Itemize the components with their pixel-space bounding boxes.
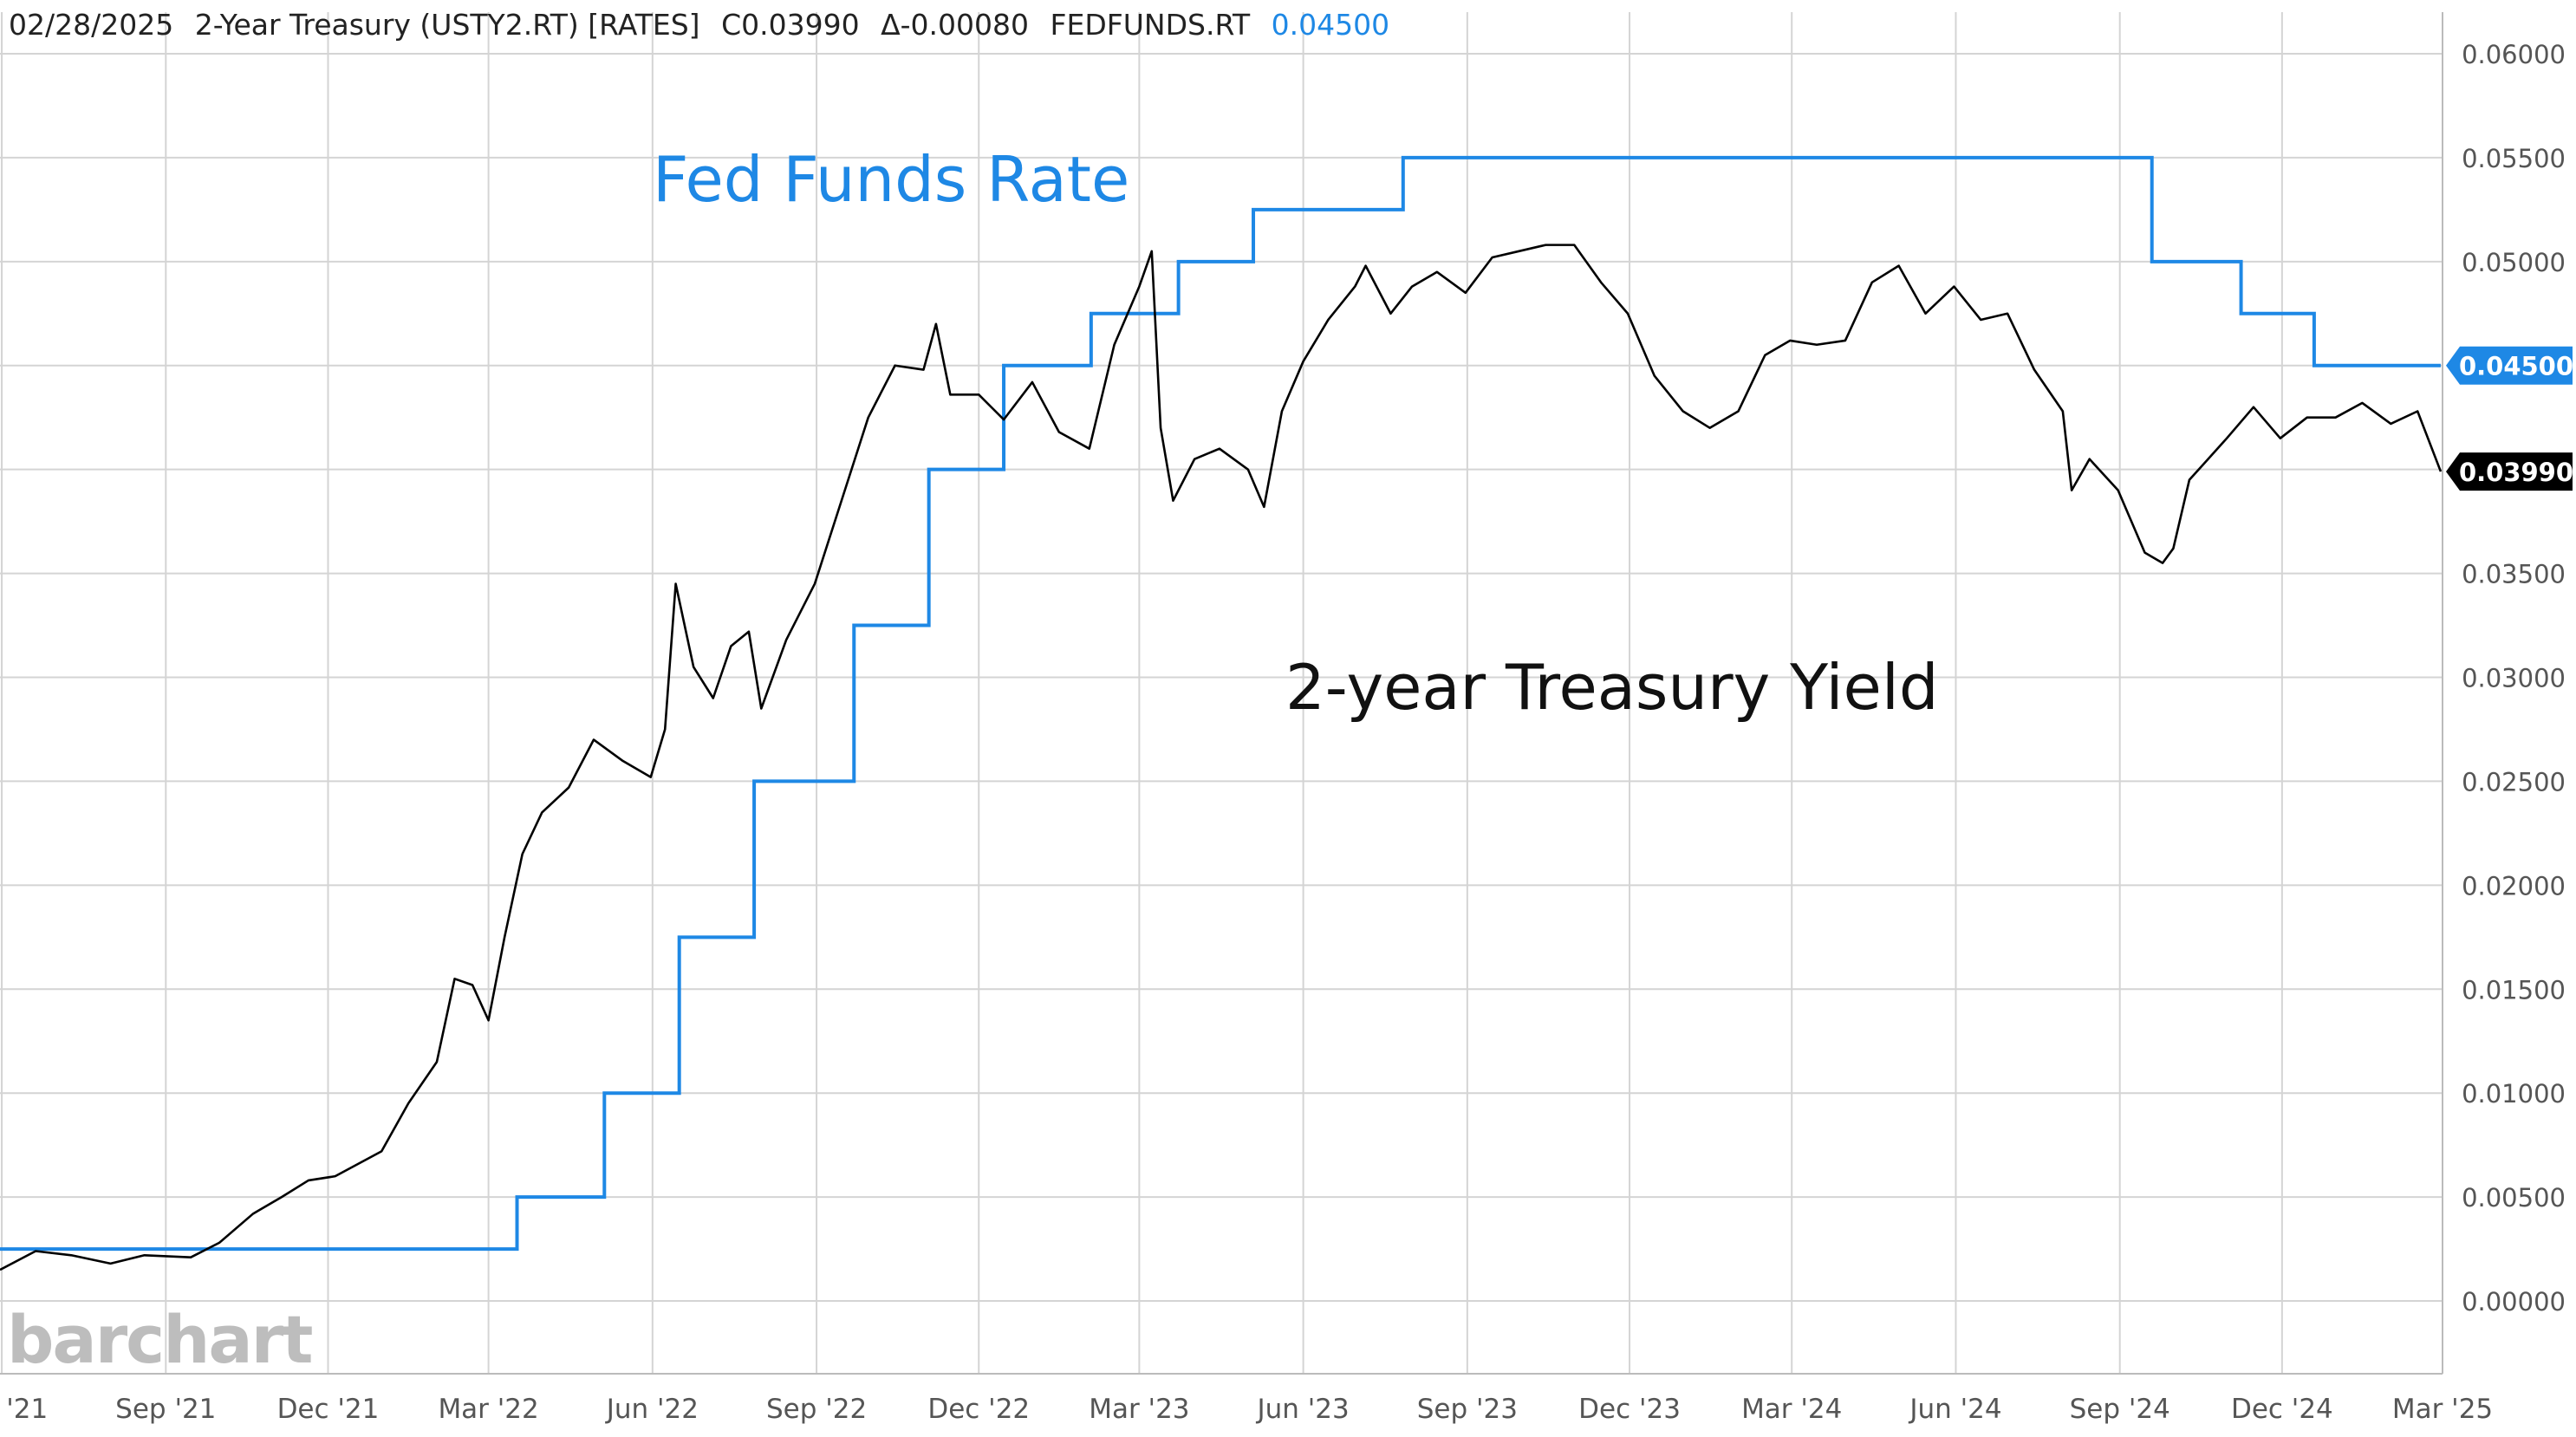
y-tick-label: 0.01500: [2462, 975, 2566, 1005]
x-tick-label: Jun '21: [0, 1394, 48, 1425]
x-tick-label: Mar '24: [1741, 1394, 1842, 1425]
fed-funds-line: [0, 155, 2441, 1252]
axes: Jun '21 Sep '21 Dec '21 Mar '22 Jun '22 Sep '…: [0, 12, 2566, 1425]
header-fed-symbol: FEDFUNDS.RT: [1051, 8, 1251, 42]
x-tick-label: Mar '22: [438, 1394, 538, 1425]
fed-funds-badge-bg: [2446, 346, 2573, 385]
fed-funds-badge-value: 0.04500: [2459, 352, 2573, 381]
x-tick-label: Sep '24: [2070, 1394, 2170, 1425]
y-tick-label: 0.00500: [2462, 1183, 2566, 1213]
y-tick-label: 0.05000: [2462, 248, 2566, 277]
x-tick-label: Mar '23: [1089, 1394, 1189, 1425]
x-tick-label: Jun '23: [1255, 1394, 1349, 1425]
x-tick-label: Sep '21: [115, 1394, 216, 1425]
x-tick-label: Dec '22: [927, 1394, 1030, 1425]
fed-funds-label: Fed Funds Rate: [653, 143, 1129, 216]
header-fed-value: 0.04500: [1272, 8, 1389, 42]
treasury-badge-bg: [2446, 452, 2573, 491]
header-change: Δ-0.00080: [881, 8, 1029, 42]
x-tick-label: Dec '24: [2231, 1394, 2333, 1425]
y-tick-label: 0.00000: [2462, 1287, 2566, 1317]
x-tick-label: Mar '25: [2392, 1394, 2493, 1425]
y-tick-label: 0.06000: [2462, 40, 2566, 69]
y-tick-label: 0.02500: [2462, 767, 2566, 797]
x-tick-label: Sep '23: [1417, 1394, 1518, 1425]
y-tick-label: 0.05500: [2462, 144, 2566, 173]
barchart-watermark: barchart: [7, 1301, 312, 1378]
treasury-badge-value: 0.03990: [2459, 458, 2573, 487]
y-tick-label: 0.03000: [2462, 664, 2566, 693]
chart-header: 02/28/2025 2-Year Treasury (USTY2.RT) [R…: [9, 8, 1389, 42]
y-tick-label: 0.03500: [2462, 560, 2566, 589]
header-instrument: 2-Year Treasury (USTY2.RT) [RATES]: [195, 8, 700, 42]
x-tick-label: Sep '22: [766, 1394, 867, 1425]
treasury-yield-line: [0, 244, 2443, 1271]
series: [0, 155, 2443, 1271]
x-tick-label: Jun '22: [605, 1394, 699, 1425]
last-value-badges: 0.04500 0.03990: [2446, 346, 2573, 491]
header-text: 02/28/2025 2-Year Treasury (USTY2.RT) [R…: [9, 8, 1389, 42]
grid: [0, 12, 2443, 1374]
x-tick-label: Jun '24: [1908, 1394, 2001, 1425]
x-tick-label: Dec '23: [1578, 1394, 1681, 1425]
y-tick-label: 0.01000: [2462, 1079, 2566, 1109]
treasury-label: 2-year Treasury Yield: [1285, 651, 1939, 724]
header-date: 02/28/2025: [9, 8, 173, 42]
y-tick-label: 0.02000: [2462, 871, 2566, 901]
header-close: C0.03990: [721, 8, 860, 42]
x-tick-label: Dec '21: [277, 1394, 380, 1425]
